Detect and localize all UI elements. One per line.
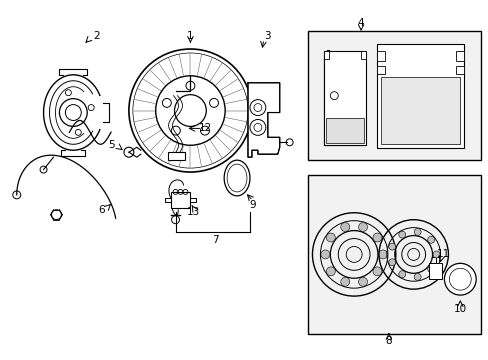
- Circle shape: [378, 250, 386, 259]
- Text: 4: 4: [357, 18, 364, 28]
- Circle shape: [413, 229, 420, 235]
- Polygon shape: [324, 50, 364, 145]
- Circle shape: [398, 271, 405, 278]
- Text: 8: 8: [385, 336, 391, 346]
- Text: 1: 1: [187, 31, 193, 41]
- Text: 9: 9: [249, 200, 256, 210]
- Circle shape: [325, 233, 335, 242]
- Text: 10: 10: [453, 304, 466, 314]
- Text: 7: 7: [211, 234, 218, 244]
- Circle shape: [444, 264, 475, 295]
- Circle shape: [398, 231, 405, 238]
- Bar: [376, 66, 384, 74]
- Bar: [324, 51, 328, 59]
- Circle shape: [388, 243, 395, 250]
- Text: 13: 13: [186, 207, 200, 217]
- Circle shape: [427, 266, 434, 273]
- Circle shape: [372, 233, 381, 242]
- Bar: [376, 51, 384, 61]
- Bar: [380, 77, 459, 144]
- Bar: [427, 264, 442, 279]
- Bar: [455, 51, 463, 61]
- Bar: [325, 118, 364, 143]
- Circle shape: [427, 236, 434, 243]
- Bar: [307, 175, 480, 334]
- Bar: [376, 44, 463, 148]
- Circle shape: [340, 222, 349, 231]
- Circle shape: [358, 277, 367, 286]
- Text: 11: 11: [436, 249, 449, 260]
- Text: 12: 12: [198, 123, 211, 134]
- Circle shape: [388, 259, 395, 266]
- Circle shape: [432, 251, 439, 258]
- Polygon shape: [247, 83, 279, 157]
- Text: 3: 3: [264, 31, 270, 41]
- Bar: [455, 66, 463, 74]
- Text: 5: 5: [107, 140, 114, 150]
- Circle shape: [413, 274, 420, 280]
- Bar: [170, 192, 190, 208]
- Circle shape: [448, 268, 470, 290]
- Text: 6: 6: [98, 205, 104, 215]
- Bar: [307, 31, 480, 160]
- Circle shape: [358, 222, 367, 231]
- Ellipse shape: [224, 160, 249, 196]
- Bar: [167, 152, 185, 160]
- Ellipse shape: [226, 164, 246, 192]
- Circle shape: [320, 250, 329, 259]
- Text: 2: 2: [93, 31, 99, 41]
- Circle shape: [372, 267, 381, 276]
- Circle shape: [340, 277, 349, 286]
- Circle shape: [325, 267, 335, 276]
- Bar: [360, 51, 366, 59]
- Bar: [324, 51, 366, 145]
